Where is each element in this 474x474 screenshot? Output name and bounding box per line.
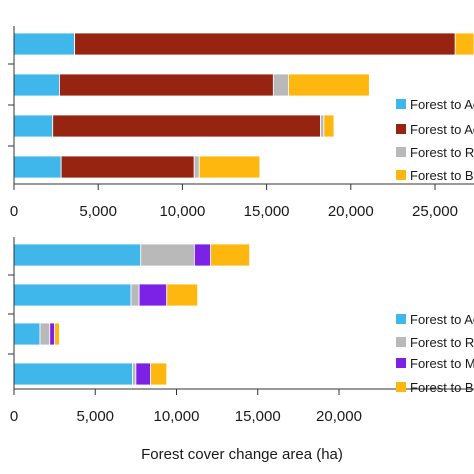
bar-segment-p2-b1-s2 xyxy=(140,243,195,267)
bar-segment-p2-b4-s2 xyxy=(132,362,137,386)
legend-swatch-p1-2 xyxy=(396,124,406,134)
legend-label-p2-3: Forest to Me xyxy=(410,356,474,371)
bar-segment-p2-b1-s4 xyxy=(210,243,251,267)
x-tick-label-p1-3: 10,000 xyxy=(159,203,205,220)
legend-swatch-p2-2 xyxy=(396,337,406,347)
bar-segment-p1-b3-s4 xyxy=(323,114,335,138)
x-tick-label-p1-5: 20,000 xyxy=(328,203,374,220)
bar-segment-p2-b1-s3 xyxy=(193,243,212,267)
legend-swatch-p2-3 xyxy=(396,358,406,368)
x-tick-label-p2-5: 20,000 xyxy=(316,408,362,425)
x-tick-label-p1-2: 5,000 xyxy=(79,203,117,220)
x-tick-label-p1-6: 25,000 xyxy=(412,203,458,220)
bar-segment-p1-b4-s4 xyxy=(198,155,261,179)
bar-segment-p1-b1-s1 xyxy=(13,32,76,56)
bar-segment-p1-b2-s2 xyxy=(59,73,274,97)
bar-segment-p2-b3-s4 xyxy=(54,322,60,346)
bar-segment-p2-b2-s2 xyxy=(130,283,140,307)
legend-label-p2-4: Forest to Ba xyxy=(410,380,474,395)
bar-segment-p1-b1-s4 xyxy=(454,32,474,56)
bar-segment-p1-b4-s3 xyxy=(193,155,200,179)
x-tick-label-p2-1: 0 xyxy=(10,408,18,425)
bar-segment-p2-b3-s3 xyxy=(49,322,56,346)
legend-label-p1-1: Forest to Ag xyxy=(410,97,474,112)
bar-segment-p2-b2-s1 xyxy=(13,283,132,307)
bar-segment-p1-b2-s1 xyxy=(13,73,60,97)
bar-segment-p1-b2-s4 xyxy=(288,73,370,97)
bar-segment-p2-b2-s4 xyxy=(166,283,199,307)
x-tick-label-p2-4: 15,000 xyxy=(235,408,281,425)
legend-label-p1-2: Forest to Ag xyxy=(410,122,474,137)
bar-segment-p1-b1-s2 xyxy=(74,32,456,56)
x-tick-label-p2-3: 10,000 xyxy=(154,408,200,425)
bar-segment-p2-b4-s3 xyxy=(135,362,151,386)
legend-swatch-p1-4 xyxy=(396,170,406,180)
bar-segment-p2-b4-s1 xyxy=(13,362,134,386)
bar-segment-p1-b4-s2 xyxy=(60,155,195,179)
bar-segment-p2-b3-s1 xyxy=(13,322,41,346)
bar-segment-p1-b3-s1 xyxy=(13,114,54,138)
bar-segment-p2-b3-s2 xyxy=(39,322,51,346)
legend-swatch-p2-1 xyxy=(396,314,406,324)
legend-label-p1-4: Forest to Ba xyxy=(410,168,474,183)
x-tick-label-p2-2: 5,000 xyxy=(76,408,114,425)
bar-segment-p1-b4-s1 xyxy=(13,155,62,179)
legend-label-p2-1: Forest to Ag xyxy=(410,312,474,327)
legend-swatch-p1-3 xyxy=(396,147,406,157)
bar-segment-p1-b2-s3 xyxy=(272,73,289,97)
bar-segment-p2-b2-s3 xyxy=(138,283,168,307)
x-tick-label-p1-4: 15,000 xyxy=(244,203,290,220)
legend-swatch-p2-4 xyxy=(396,382,406,392)
bar-segment-p2-b1-s1 xyxy=(13,243,142,267)
bar-segment-p1-b3-s3 xyxy=(320,114,325,138)
x-axis-title: Forest cover change area (ha) xyxy=(141,446,343,463)
legend-label-p1-3: Forest to Ra xyxy=(410,145,474,160)
bar-segment-p2-b4-s4 xyxy=(150,362,168,386)
bar-segment-p1-b3-s2 xyxy=(52,114,321,138)
legend-swatch-p1-1 xyxy=(396,99,406,109)
x-tick-label-p1-1: 0 xyxy=(10,203,18,220)
legend-label-p2-2: Forest to Ra xyxy=(410,335,474,350)
